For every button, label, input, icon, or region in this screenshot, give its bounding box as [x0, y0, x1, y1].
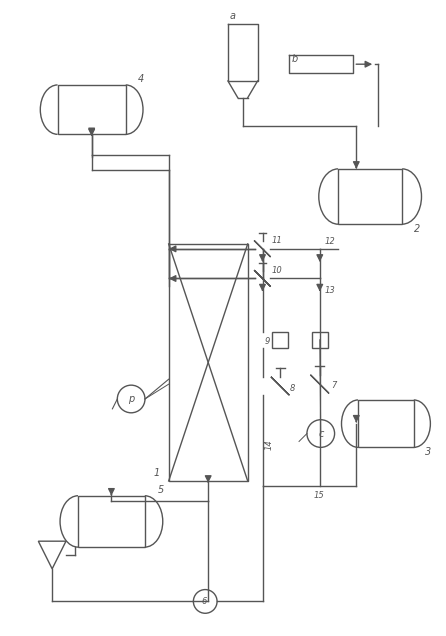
Text: 8: 8 [290, 384, 296, 393]
Text: a: a [230, 11, 236, 21]
Text: p: p [128, 394, 134, 404]
Text: 9: 9 [264, 336, 270, 346]
Text: 3: 3 [425, 447, 432, 457]
Text: 12: 12 [325, 237, 335, 246]
Text: 14: 14 [264, 439, 273, 450]
Bar [338, 169, 402, 224]
Text: 13: 13 [325, 286, 335, 295]
Text: 4: 4 [138, 74, 145, 84]
Bar [273, 332, 288, 348]
Bar [358, 400, 414, 447]
Bar [78, 495, 145, 547]
Text: c: c [318, 429, 323, 439]
Bar [58, 85, 126, 134]
Text: 10: 10 [271, 266, 282, 275]
Text: 2: 2 [413, 224, 420, 234]
Text: 11: 11 [271, 236, 282, 245]
Text: 1: 1 [154, 468, 160, 478]
Text: 15: 15 [314, 491, 325, 500]
Text: 5: 5 [158, 485, 164, 495]
Text: 6: 6 [201, 597, 206, 606]
Text: b: b [292, 54, 298, 64]
Bar [312, 332, 328, 348]
Text: 7: 7 [332, 381, 337, 390]
